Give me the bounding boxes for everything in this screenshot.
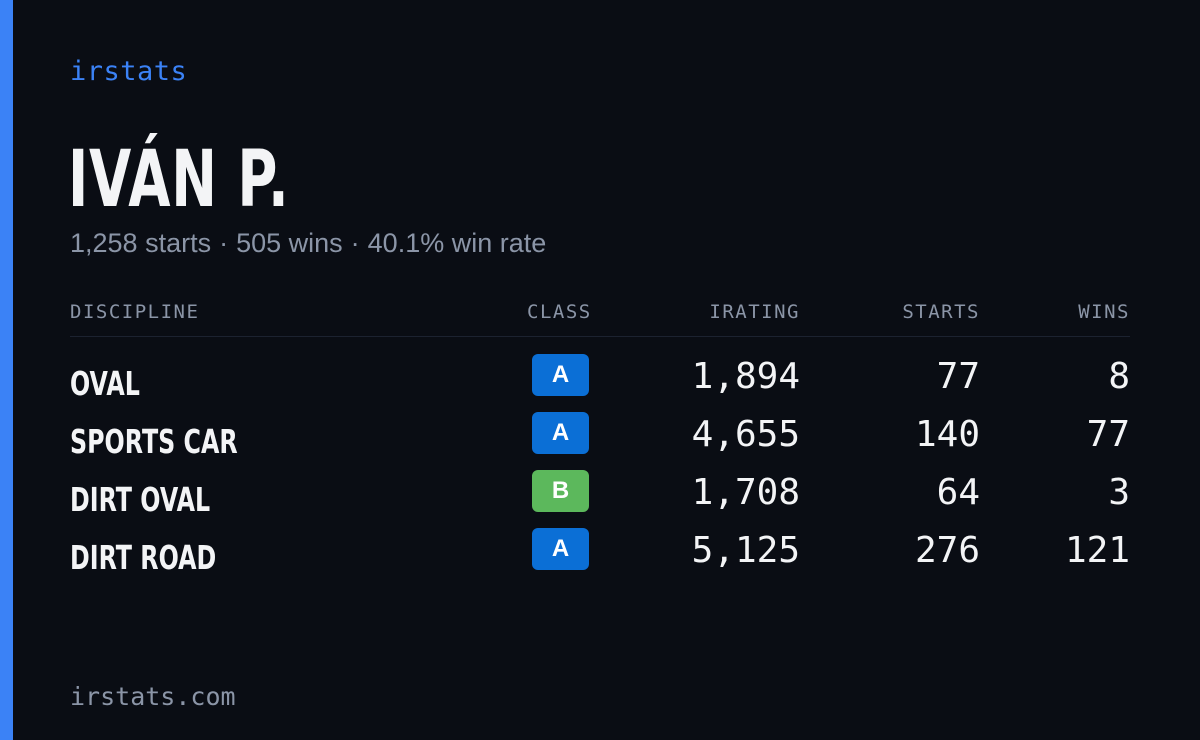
irating-value: 1,894 <box>691 356 800 397</box>
wins-value: 8 <box>1108 356 1130 397</box>
header-discipline: DISCIPLINE <box>70 301 200 323</box>
separator: · <box>219 228 229 258</box>
table-row: DIRT OVAL B 1,708 64 3 <box>0 470 1200 520</box>
starts-summary: 1,258 starts <box>70 228 212 258</box>
header-divider <box>70 336 1130 337</box>
brand-logo: irstats <box>70 56 188 87</box>
header-wins: WINS <box>1078 301 1130 323</box>
starts-value: 64 <box>936 472 980 513</box>
table-row: SPORTS CAR A 4,655 140 77 <box>0 412 1200 462</box>
table-row: DIRT ROAD A 5,125 276 121 <box>0 528 1200 578</box>
irating-value: 4,655 <box>691 414 800 455</box>
wins-value: 77 <box>1086 414 1130 455</box>
discipline-name: SPORTS CAR <box>70 422 238 461</box>
starts-value: 276 <box>914 530 980 571</box>
discipline-name: OVAL <box>70 364 140 403</box>
wins-summary: 505 wins <box>236 228 343 258</box>
header-irating: IRATING <box>709 301 800 323</box>
accent-bar <box>0 0 13 740</box>
irating-value: 5,125 <box>691 530 800 571</box>
class-badge: A <box>532 412 589 454</box>
table-row: OVAL A 1,894 77 8 <box>0 354 1200 404</box>
class-badge: B <box>532 470 589 512</box>
win-rate-summary: 40.1% win rate <box>367 228 547 258</box>
wins-value: 121 <box>1064 530 1130 571</box>
discipline-name: DIRT OVAL <box>70 480 211 519</box>
separator: · <box>350 228 360 258</box>
starts-value: 77 <box>936 356 980 397</box>
driver-name: IVÁN P. <box>68 135 290 225</box>
starts-value: 140 <box>914 414 980 455</box>
wins-value: 3 <box>1108 472 1130 513</box>
header-starts: STARTS <box>902 301 980 323</box>
class-badge: A <box>532 528 589 570</box>
irating-value: 1,708 <box>691 472 800 513</box>
class-badge: A <box>532 354 589 396</box>
header-class: CLASS <box>527 301 592 323</box>
footer-url: irstats.com <box>70 682 236 711</box>
driver-summary: 1,258 starts · 505 wins · 40.1% win rate <box>70 228 546 259</box>
discipline-name: DIRT ROAD <box>70 538 217 577</box>
